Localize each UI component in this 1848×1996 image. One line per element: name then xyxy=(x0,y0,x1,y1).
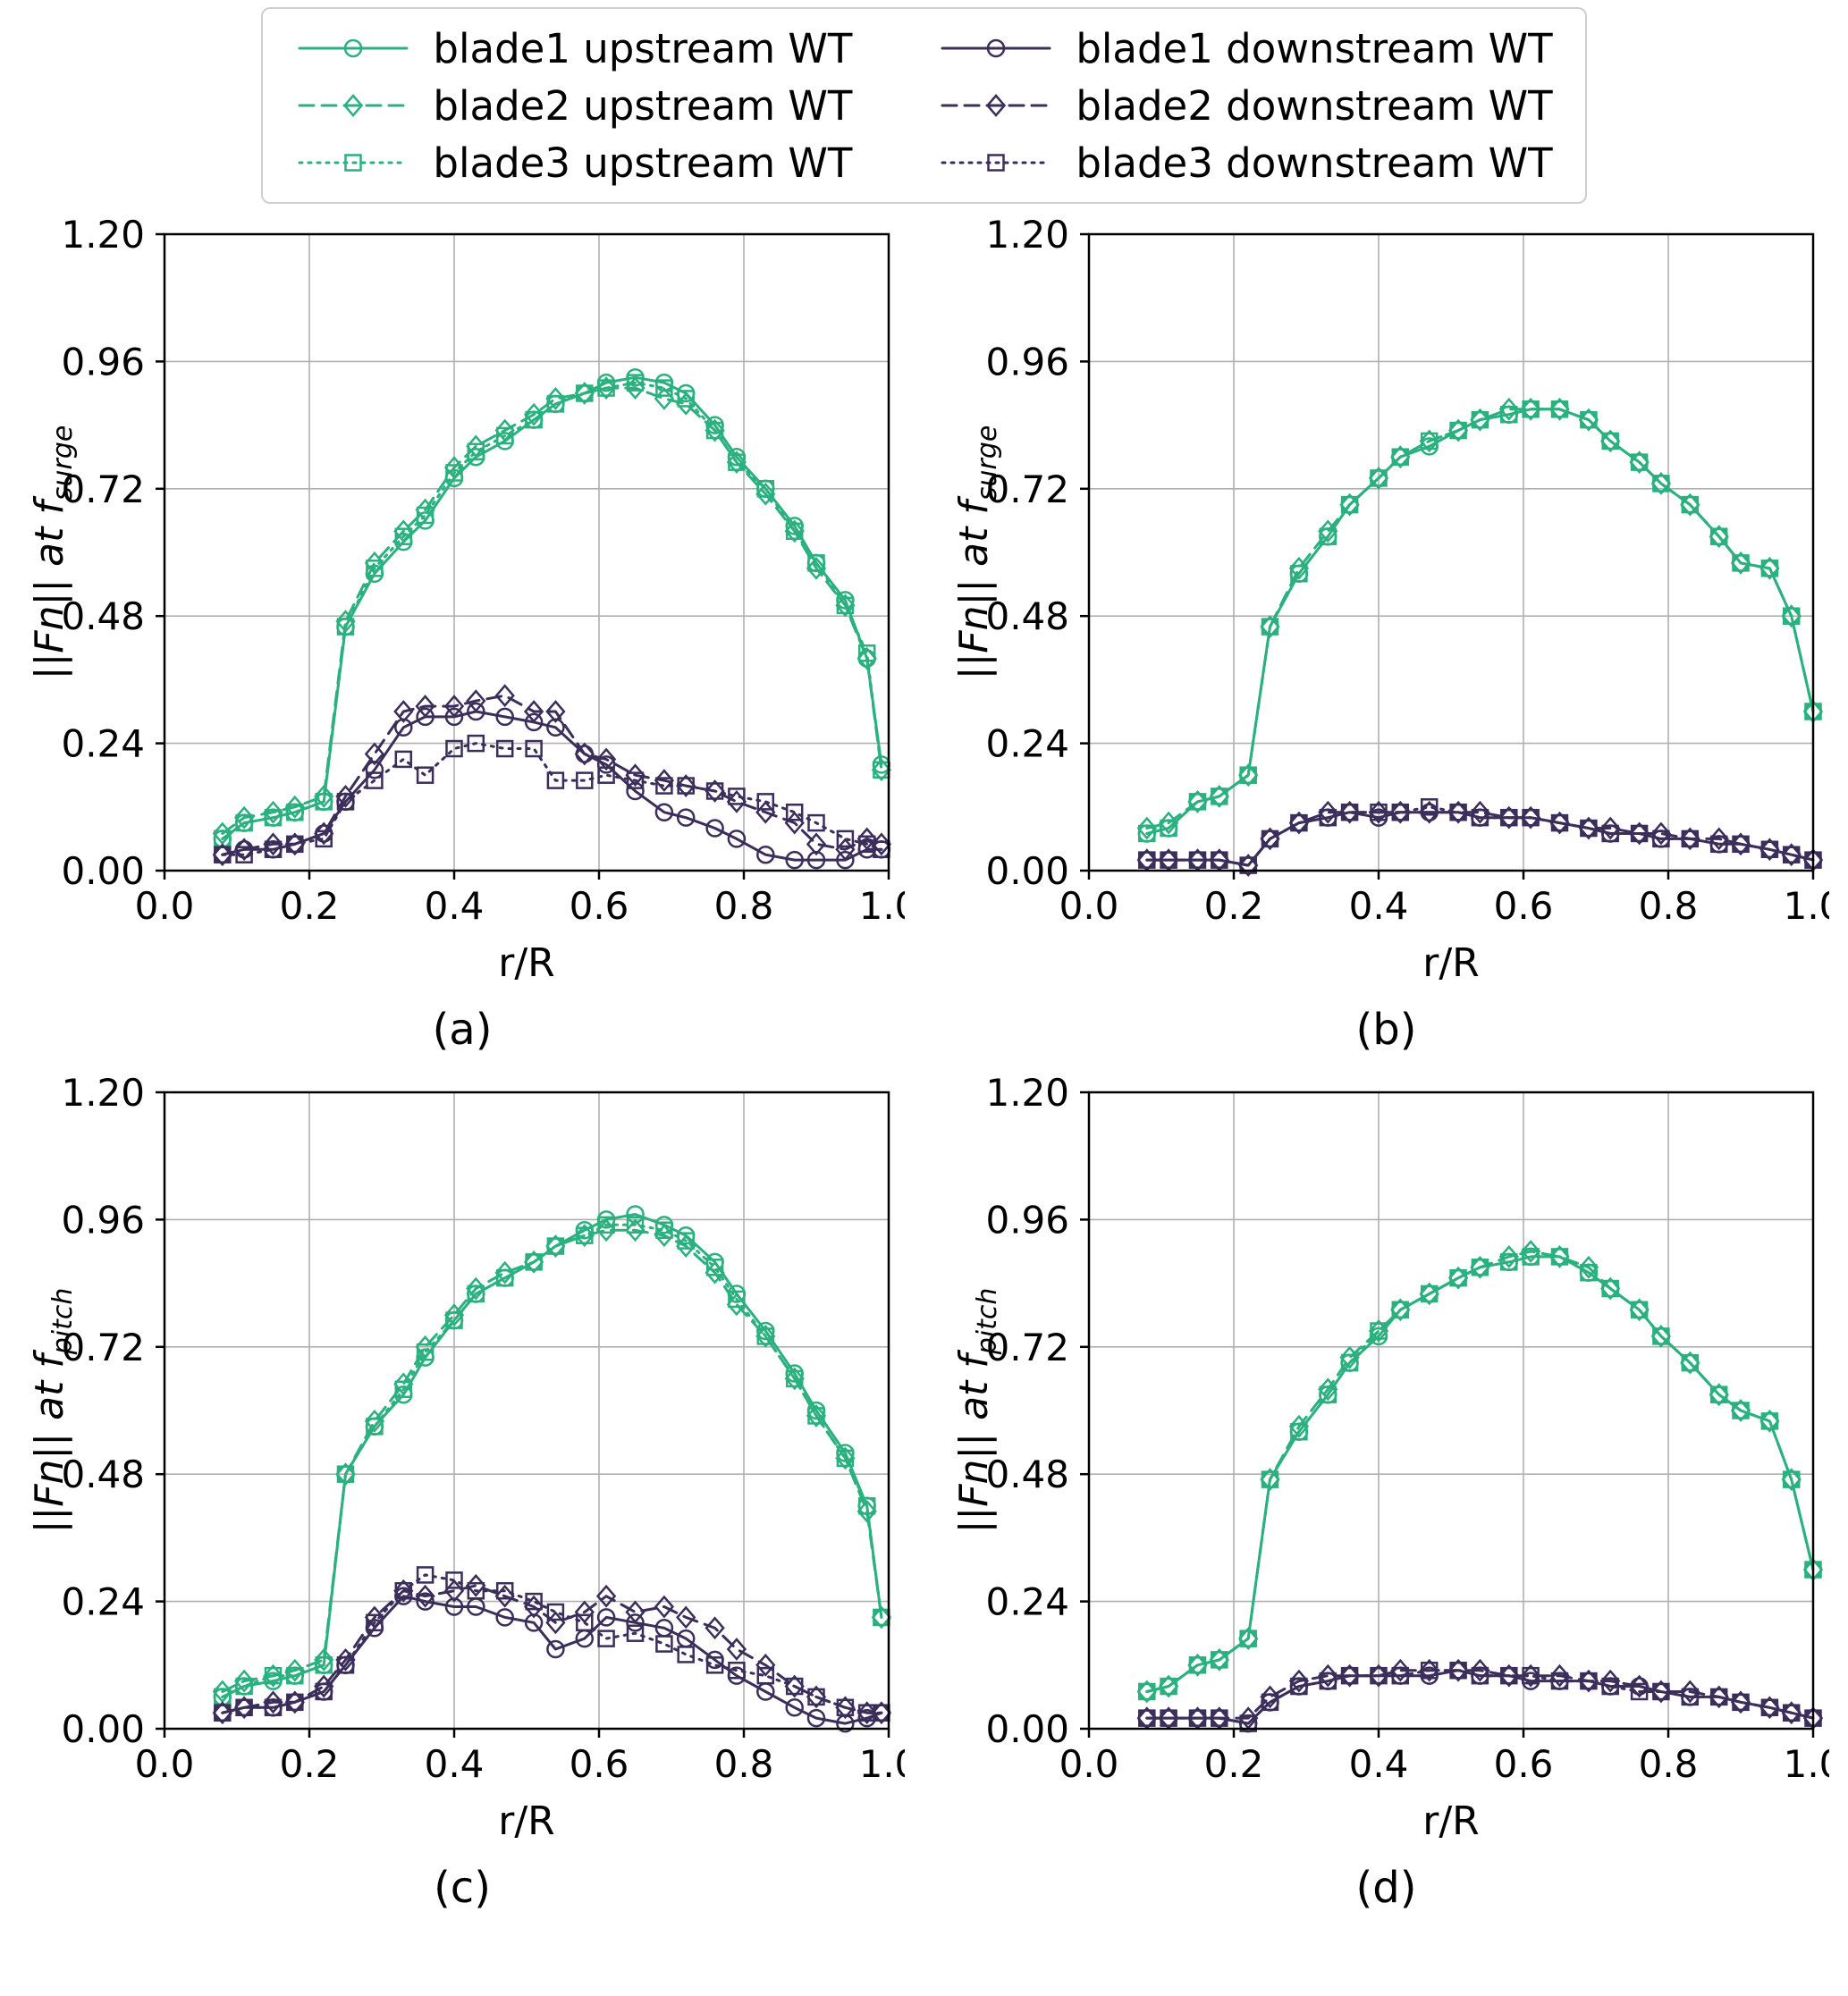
svg-text:0.48: 0.48 xyxy=(985,1453,1069,1496)
caption-b: (b) xyxy=(1355,1005,1417,1055)
svg-text:0.72: 0.72 xyxy=(61,467,145,511)
line-marker-sample-icon xyxy=(941,154,1051,172)
svg-text:||Fn|| at fsurge: ||Fn|| at fsurge xyxy=(951,425,1003,680)
legend-column-downstream: blade1 downstream WT blade2 downstream W… xyxy=(938,23,1553,188)
svg-text:||Fn|| at fpitch: ||Fn|| at fpitch xyxy=(27,1288,79,1534)
legend-item-blade3-downstream: blade3 downstream WT xyxy=(938,138,1553,188)
svg-text:0.00: 0.00 xyxy=(61,849,145,893)
subplot-cell-d: 0.0 0.2 0.4 0.6 0.8 1.0 0.00 0.24 0.48 0.72 0.96 1.… xyxy=(924,1067,1848,1925)
chart-a-fn-surge-full: 0.0 0.2 0.4 0.6 0.8 1.0 0.00 0.24 0.48 0.72 0.96 1.… xyxy=(27,213,905,986)
legend-item-blade1-downstream: blade1 downstream WT xyxy=(938,23,1553,73)
svg-text:1.0: 1.0 xyxy=(1783,1742,1828,1786)
svg-text:0.8: 0.8 xyxy=(1638,1742,1698,1786)
svg-text:0.96: 0.96 xyxy=(985,1198,1069,1242)
line-marker-sample-icon xyxy=(941,38,1051,58)
chart-d-fn-pitch: 0.0 0.2 0.4 0.6 0.8 1.0 0.00 0.24 0.48 0.72 0.96 1.… xyxy=(951,1071,1829,1844)
svg-text:0.24: 0.24 xyxy=(985,722,1069,766)
subplot-cell-b: 0.0 0.2 0.4 0.6 0.8 1.0 0.00 0.24 0.48 0.72 0.96 1.… xyxy=(924,209,1848,1067)
subplot-grid: 0.0 0.2 0.4 0.6 0.8 1.0 0.00 0.24 0.48 0.72 0.96 1.… xyxy=(0,209,1848,1925)
line-marker-sample-icon xyxy=(941,94,1051,117)
svg-text:0.72: 0.72 xyxy=(985,467,1069,511)
svg-text:0.0: 0.0 xyxy=(1059,884,1118,928)
svg-text:0.4: 0.4 xyxy=(425,884,485,928)
legend: blade1 upstream WT blade2 upstream WT bl… xyxy=(261,7,1587,204)
chart-b-fn-surge: 0.0 0.2 0.4 0.6 0.8 1.0 0.00 0.24 0.48 0.72 0.96 1.… xyxy=(951,213,1829,986)
svg-text:0.48: 0.48 xyxy=(61,594,145,638)
svg-text:r/R: r/R xyxy=(1422,940,1480,986)
svg-text:0.96: 0.96 xyxy=(985,340,1069,383)
svg-text:1.0: 1.0 xyxy=(859,884,905,928)
subplot-cell-a: 0.0 0.2 0.4 0.6 0.8 1.0 0.00 0.24 0.48 0.72 0.96 1.… xyxy=(0,209,924,1067)
svg-text:0.2: 0.2 xyxy=(1203,884,1263,928)
legend-item-blade2-downstream: blade2 downstream WT xyxy=(938,80,1553,131)
subplot-cell-c: 0.0 0.2 0.4 0.6 0.8 1.0 0.00 0.24 0.48 0.72 0.96 1.… xyxy=(0,1067,924,1925)
svg-text:1.20: 1.20 xyxy=(61,213,145,257)
line-marker-sample-icon xyxy=(298,154,409,172)
svg-text:||Fn|| at fsurge: ||Fn|| at fsurge xyxy=(27,425,79,680)
line-marker-sample-icon xyxy=(298,94,409,117)
caption-a: (a) xyxy=(432,1005,493,1055)
svg-text:r/R: r/R xyxy=(498,1798,555,1844)
chart-c-fn-pitch-full: 0.0 0.2 0.4 0.6 0.8 1.0 0.00 0.24 0.48 0.72 0.96 1.… xyxy=(27,1071,905,1844)
svg-text:0.0: 0.0 xyxy=(1059,1742,1118,1786)
legend-item-blade2-upstream: blade2 upstream WT xyxy=(295,80,852,131)
svg-text:0.24: 0.24 xyxy=(985,1580,1069,1624)
legend-label: blade3 downstream WT xyxy=(1076,139,1553,187)
svg-text:0.00: 0.00 xyxy=(985,1707,1069,1751)
svg-text:0.48: 0.48 xyxy=(61,1453,145,1496)
legend-item-blade1-upstream: blade1 upstream WT xyxy=(295,23,852,73)
svg-text:0.2: 0.2 xyxy=(280,884,340,928)
svg-text:0.00: 0.00 xyxy=(61,1707,145,1751)
svg-text:0.6: 0.6 xyxy=(570,884,629,928)
svg-text:0.72: 0.72 xyxy=(61,1326,145,1369)
svg-text:r/R: r/R xyxy=(498,940,555,986)
figure: blade1 upstream WT blade2 upstream WT bl… xyxy=(0,7,1848,1925)
legend-label: blade1 downstream WT xyxy=(1076,24,1553,72)
svg-text:0.6: 0.6 xyxy=(1493,884,1553,928)
svg-text:0.8: 0.8 xyxy=(714,1742,774,1786)
caption-c: (c) xyxy=(434,1863,491,1913)
svg-text:0.6: 0.6 xyxy=(1493,1742,1553,1786)
svg-text:0.0: 0.0 xyxy=(135,1742,195,1786)
svg-text:0.2: 0.2 xyxy=(1203,1742,1263,1786)
svg-text:0.24: 0.24 xyxy=(61,1580,145,1624)
line-marker-sample-icon xyxy=(298,38,409,58)
svg-text:0.72: 0.72 xyxy=(985,1326,1069,1369)
svg-text:0.24: 0.24 xyxy=(61,722,145,766)
legend-column-upstream: blade1 upstream WT blade2 upstream WT bl… xyxy=(295,23,852,188)
legend-label: blade1 upstream WT xyxy=(433,24,853,72)
svg-text:1.20: 1.20 xyxy=(61,1071,145,1115)
svg-text:1.20: 1.20 xyxy=(985,1071,1069,1115)
legend-label: blade2 downstream WT xyxy=(1076,81,1553,130)
svg-text:0.8: 0.8 xyxy=(714,884,774,928)
svg-text:0.2: 0.2 xyxy=(280,1742,340,1786)
svg-text:0.4: 0.4 xyxy=(425,1742,485,1786)
svg-text:0.6: 0.6 xyxy=(570,1742,629,1786)
svg-text:1.0: 1.0 xyxy=(1783,884,1828,928)
legend-label: blade2 upstream WT xyxy=(433,81,853,130)
svg-text:0.4: 0.4 xyxy=(1348,1742,1408,1786)
svg-text:||Fn|| at fpitch: ||Fn|| at fpitch xyxy=(951,1288,1003,1534)
svg-text:0.00: 0.00 xyxy=(985,849,1069,893)
svg-text:1.20: 1.20 xyxy=(985,213,1069,257)
caption-d: (d) xyxy=(1355,1863,1417,1913)
svg-text:0.96: 0.96 xyxy=(61,1198,145,1242)
legend-item-blade3-upstream: blade3 upstream WT xyxy=(295,138,852,188)
svg-text:0.48: 0.48 xyxy=(985,594,1069,638)
svg-text:0.8: 0.8 xyxy=(1638,884,1698,928)
legend-label: blade3 upstream WT xyxy=(433,139,853,187)
svg-text:0.96: 0.96 xyxy=(61,340,145,383)
svg-text:0.0: 0.0 xyxy=(135,884,195,928)
svg-text:r/R: r/R xyxy=(1422,1798,1480,1844)
svg-text:0.4: 0.4 xyxy=(1348,884,1408,928)
svg-text:1.0: 1.0 xyxy=(859,1742,905,1786)
